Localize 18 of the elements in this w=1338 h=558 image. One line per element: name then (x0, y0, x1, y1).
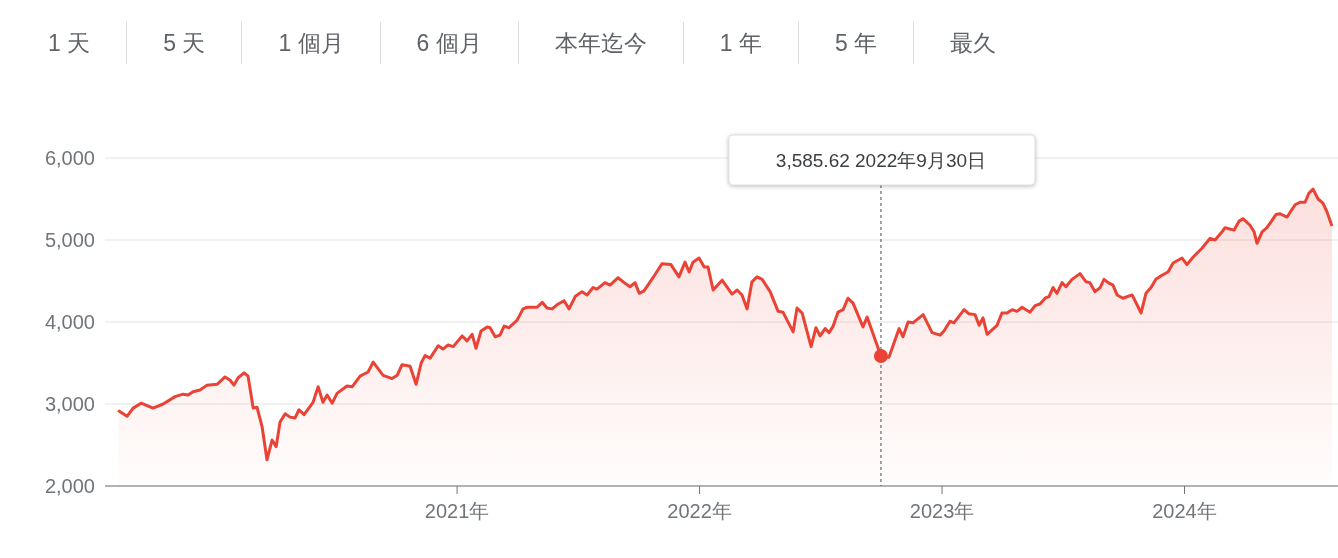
x-tick-label: 2021年 (424, 500, 490, 523)
y-tick-label: 2,000 (44, 475, 95, 498)
x-tick-label: 2023年 (909, 500, 975, 523)
text: 1 個月 (277, 29, 345, 58)
text: 最久 (949, 29, 998, 58)
text: 1 年 (718, 29, 763, 58)
text: 1 天 (47, 29, 92, 58)
text: 5 年 (833, 29, 879, 58)
x-tick-label: 2024年 (1152, 500, 1217, 523)
y-tick-label: 6,000 (44, 147, 95, 170)
y-tick-label: 3,000 (44, 393, 95, 416)
text: 本年迄今 (553, 29, 648, 58)
text: 6 個月 (415, 29, 483, 58)
x-tick-label: 2022年 (667, 500, 732, 523)
y-tick-label: 5,000 (44, 229, 95, 252)
y-tick-label: 4,000 (44, 311, 95, 334)
annotation: 3,585.62 2022年9月30日 (775, 150, 987, 171)
text: 5 天 (162, 29, 207, 58)
